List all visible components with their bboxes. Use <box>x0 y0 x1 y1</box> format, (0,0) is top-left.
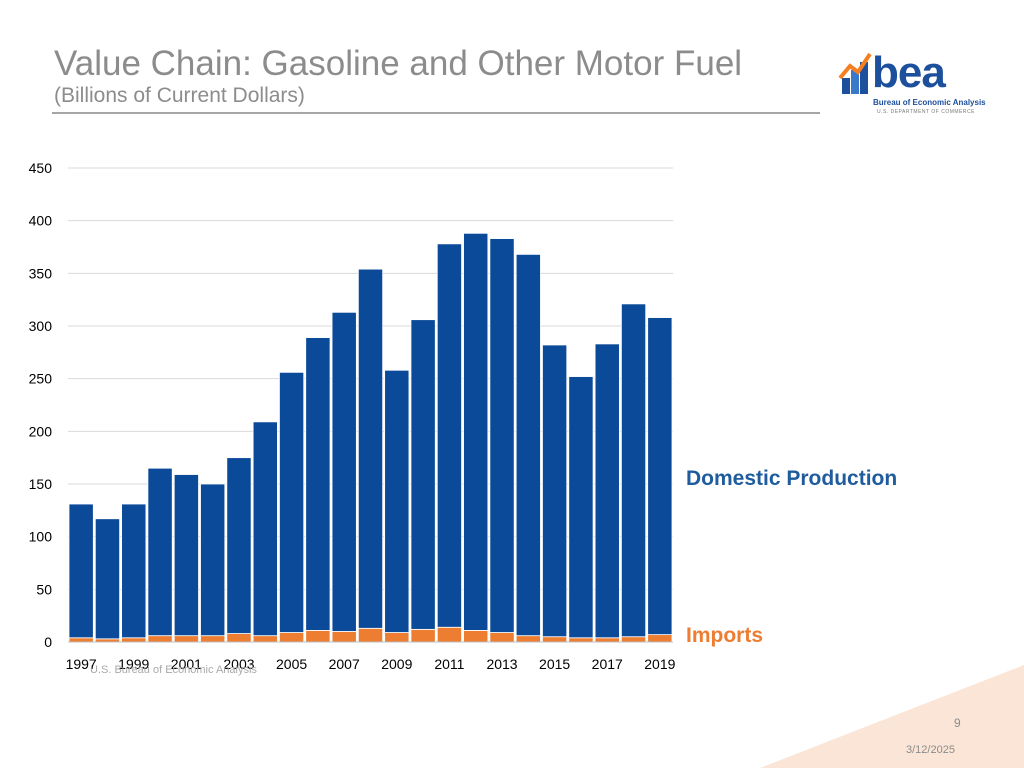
y-tick-label: 200 <box>29 423 53 439</box>
x-tick-label: 2015 <box>539 656 570 672</box>
y-tick-label: 400 <box>29 213 53 229</box>
y-tick-label: 0 <box>44 634 52 650</box>
y-tick-label: 300 <box>29 318 53 334</box>
bar-domestic-2004 <box>252 421 278 637</box>
x-tick-label: 2013 <box>486 656 517 672</box>
bea-name: Bureau of Economic Analysis <box>873 98 986 107</box>
bar-domestic-2000 <box>147 467 173 637</box>
bar-domestic-2013 <box>489 238 515 633</box>
slide-date: 3/12/2025 <box>906 744 955 756</box>
bar-domestic-2016 <box>568 376 594 639</box>
x-tick-label: 1999 <box>118 656 149 672</box>
x-tick-label: 2017 <box>592 656 623 672</box>
x-tick-label: 2019 <box>644 656 675 672</box>
bar-domestic-2019 <box>647 317 673 636</box>
page-number: 9 <box>954 716 961 730</box>
bar-domestic-2017 <box>594 343 620 639</box>
slide-title: Value Chain: Gasoline and Other Motor Fu… <box>54 44 743 83</box>
y-tick-label: 150 <box>29 476 53 492</box>
bar-domestic-2014 <box>515 253 541 637</box>
x-tick-label: 2009 <box>381 656 412 672</box>
bar-domestic-2009 <box>384 369 410 633</box>
title-divider <box>52 112 820 114</box>
bar-domestic-2015 <box>542 344 568 638</box>
y-tick-label: 50 <box>36 581 52 597</box>
bar-domestic-2008 <box>357 268 384 629</box>
stacked-bar-chart: 0 50 100 150 200 250 300 350 400 450 1997 1999 2001 2… <box>29 160 676 672</box>
bar-domestic-1999 <box>121 503 147 639</box>
x-tick-label: 2005 <box>276 656 307 672</box>
bar-domestic-2006 <box>305 337 331 631</box>
x-tick-label: 2003 <box>223 656 254 672</box>
bar-domestic-2007 <box>331 311 357 632</box>
x-tick-label: 1997 <box>66 656 97 672</box>
y-tick-label: 350 <box>29 265 53 281</box>
bar-domestic-2011 <box>436 243 462 628</box>
y-tick-label: 450 <box>29 160 53 176</box>
bar-domestic-2001 <box>173 474 199 637</box>
bea-logo <box>838 52 872 94</box>
bar-domestic-2010 <box>410 319 436 630</box>
bea-department: U.S. DEPARTMENT OF COMMERCE <box>877 109 975 115</box>
slide-subtitle: (Billions of Current Dollars) <box>54 84 305 107</box>
legend-domestic-production: Domestic Production <box>686 467 898 490</box>
bar-domestic-1997 <box>68 503 94 639</box>
y-tick-label: 250 <box>29 371 53 387</box>
x-tick-label: 2007 <box>329 656 360 672</box>
bar-domestic-2003 <box>226 457 252 634</box>
source-note: U.S. Bureau of Economic Analysis <box>90 664 257 676</box>
legend-imports: Imports <box>686 624 764 647</box>
bar-domestic-2005 <box>279 371 305 633</box>
bar-chart-icon <box>838 52 872 94</box>
bar-domestic-2002 <box>200 483 226 637</box>
x-tick-label: 2011 <box>434 656 464 672</box>
y-tick-label: 100 <box>29 529 53 545</box>
bar-domestic-1998 <box>94 518 121 640</box>
bar-domestic-2012 <box>463 232 489 631</box>
bar-domestic-2018 <box>620 303 647 638</box>
x-tick-label: 2001 <box>171 656 202 672</box>
bea-wordmark: bea <box>872 48 946 97</box>
